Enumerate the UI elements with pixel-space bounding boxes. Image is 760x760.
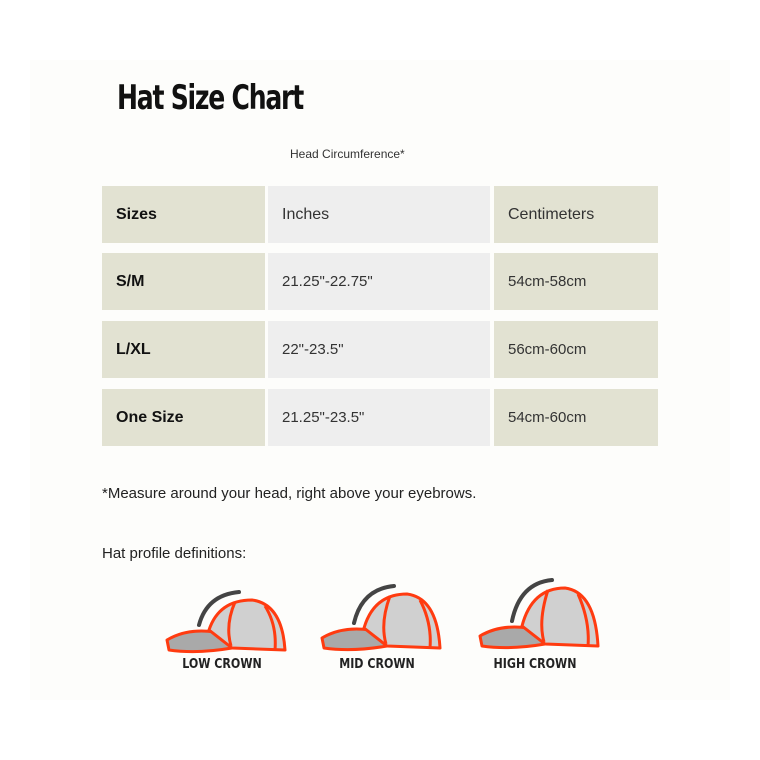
row-size: L/XL — [102, 321, 265, 378]
measure-footnote: *Measure around your head, right above y… — [102, 485, 477, 502]
row-size: S/M — [102, 253, 265, 310]
high-crown-label: HIGH CROWN — [493, 657, 577, 672]
header-centimeters: Centimeters — [494, 186, 658, 243]
low-crown-label: LOW CROWN — [182, 657, 262, 672]
row-inches: 22"-23.5" — [268, 321, 490, 378]
row-centimeters: 54cm-58cm — [494, 253, 658, 310]
mid-crown-label: MID CROWN — [339, 657, 415, 672]
row-inches: 21.25"-22.75" — [268, 253, 490, 310]
row-size: One Size — [102, 389, 265, 446]
profiles-heading: Hat profile definitions: — [102, 545, 247, 562]
header-inches: Inches — [268, 186, 490, 243]
table-subheading: Head Circumference* — [290, 147, 405, 161]
profile-low-crown — [157, 580, 287, 685]
profile-mid-crown — [312, 580, 442, 685]
profile-high-crown — [470, 578, 600, 685]
page-background — [30, 60, 730, 700]
header-sizes: Sizes — [102, 186, 265, 243]
row-inches: 21.25"-23.5" — [268, 389, 490, 446]
page-title: Hat Size Chart — [117, 78, 304, 118]
row-centimeters: 56cm-60cm — [494, 321, 658, 378]
row-centimeters: 54cm-60cm — [494, 389, 658, 446]
